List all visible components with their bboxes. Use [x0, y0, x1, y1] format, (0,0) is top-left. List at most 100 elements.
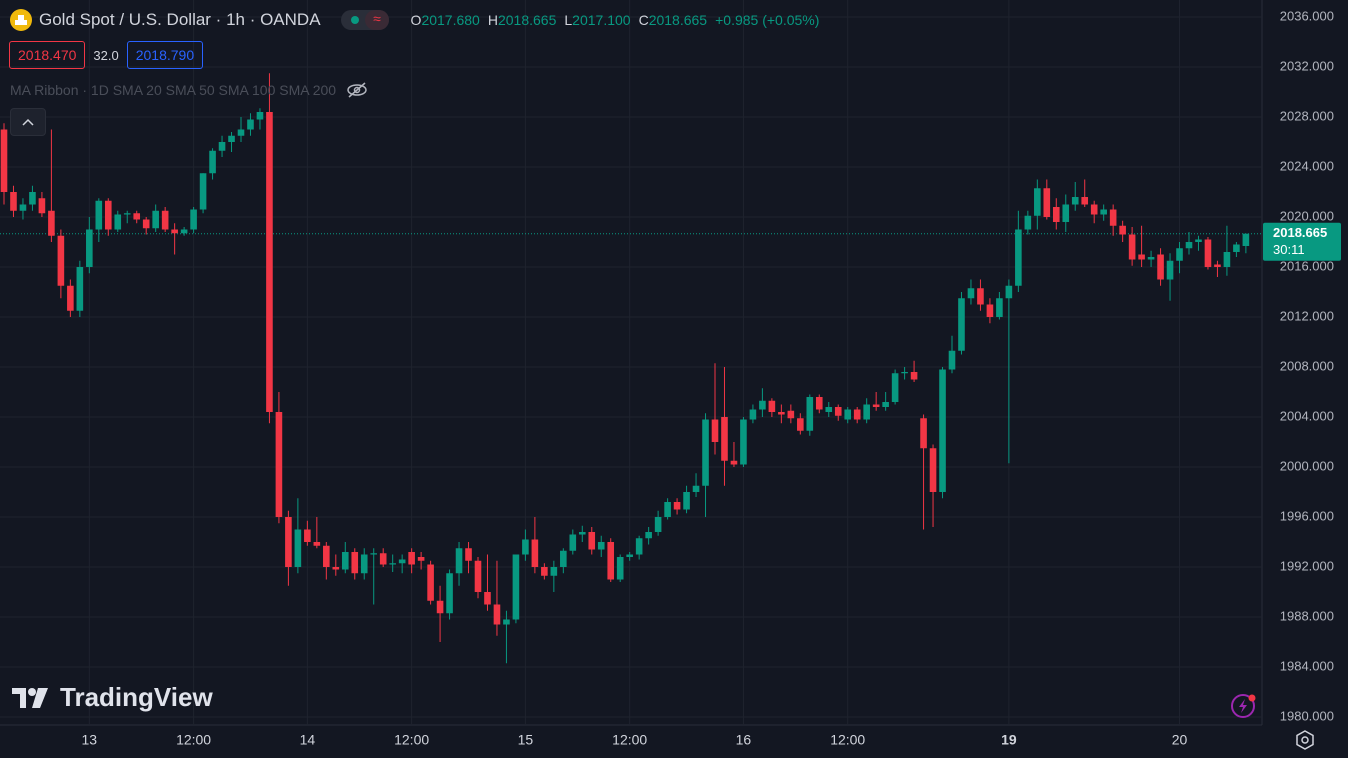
- candle-body: [313, 542, 321, 546]
- ask-button[interactable]: 2018.790: [126, 41, 204, 69]
- candle-body: [654, 517, 662, 532]
- candle-body: [351, 552, 359, 574]
- candle-body: [503, 619, 510, 625]
- candle-body: [645, 532, 652, 539]
- symbol-title[interactable]: Gold Spot / U.S. Dollar · 1h · OANDA: [39, 10, 321, 29]
- candle-body: [38, 198, 46, 214]
- candle-body: [86, 229, 93, 267]
- candle-body: [389, 563, 396, 565]
- candle-body: [853, 409, 861, 420]
- candle-body: [275, 412, 283, 517]
- candle-body: [910, 372, 918, 380]
- candle-body: [341, 552, 349, 570]
- svg-text:≈: ≈: [373, 11, 381, 27]
- candle-body: [815, 397, 823, 410]
- candle-body: [844, 409, 852, 420]
- candle-body: [209, 150, 216, 174]
- candle-body: [1176, 248, 1183, 261]
- watermark-text: TradingView: [60, 682, 213, 712]
- candle-body: [114, 214, 122, 230]
- indicator-row: MA Ribbon · 1D SMA 20 SMA 50 SMA 100 SMA…: [10, 82, 368, 98]
- ohlc-item: L2017.100: [564, 12, 630, 28]
- candle-body: [237, 129, 245, 136]
- y-tick-label: 2020.000: [1280, 208, 1334, 223]
- candle-body: [825, 407, 833, 412]
- candle-body: [522, 539, 529, 555]
- header: Gold Spot / U.S. Dollar · 1h · OANDA ≈ O…: [0, 0, 819, 40]
- y-tick-label: 2032.000: [1280, 58, 1334, 73]
- candle-body: [161, 210, 169, 230]
- candle-body: [740, 419, 747, 465]
- candle-body: [1090, 204, 1098, 215]
- candle-body: [10, 192, 17, 211]
- candle-body: [1166, 260, 1174, 280]
- candle-body: [332, 567, 340, 570]
- candle-body: [29, 192, 36, 205]
- ohlc-value: 2018.665: [648, 12, 708, 28]
- candle-body: [256, 112, 264, 120]
- collapse-button[interactable]: [10, 108, 46, 136]
- candle-body: [901, 372, 908, 374]
- y-tick-label: 1992.000: [1280, 558, 1334, 573]
- ohlc-value: 2017.100: [572, 12, 631, 28]
- candle-body: [1223, 252, 1231, 267]
- bid-button[interactable]: 2018.470: [9, 41, 86, 69]
- candle-body: [948, 350, 956, 370]
- candle-body: [797, 418, 804, 431]
- hide-indicator-icon[interactable]: [346, 82, 368, 98]
- candle-body: [152, 210, 159, 229]
- candle-body: [683, 492, 690, 510]
- candle-body: [891, 373, 899, 402]
- candle-body: [531, 539, 539, 567]
- y-tick-label: 1988.000: [1280, 608, 1334, 623]
- candle-body: [550, 567, 558, 576]
- indicator-label[interactable]: MA Ribbon · 1D SMA 20 SMA 50 SMA 100 SMA…: [10, 82, 337, 98]
- candle-body: [616, 557, 624, 580]
- candle-body: [48, 210, 55, 236]
- candle-body: [958, 298, 965, 351]
- candle-body: [560, 550, 567, 567]
- candle-body: [882, 402, 889, 407]
- y-tick-label: 2016.000: [1280, 258, 1334, 273]
- candle-body: [199, 173, 207, 210]
- candle-body: [1071, 197, 1079, 205]
- candle-body: [597, 542, 605, 550]
- candle-body: [19, 204, 27, 211]
- ohlc-value: 2017.680: [421, 12, 480, 28]
- candle-body: [920, 418, 927, 449]
- candle-body: [446, 573, 453, 614]
- status-icons: ≈: [350, 10, 389, 30]
- alert-icon[interactable]: [1229, 691, 1259, 721]
- ohlc-value: 2018.665: [497, 12, 557, 28]
- candle-body: [379, 553, 387, 565]
- y-tick-label: 2028.000: [1280, 108, 1334, 123]
- x-tick-label: 13: [82, 732, 98, 748]
- x-tick-label: 12:00: [612, 732, 647, 748]
- candle-body: [1119, 225, 1126, 235]
- symbol-icon: [10, 9, 32, 31]
- y-tick-label: 2012.000: [1280, 308, 1334, 323]
- candle-body: [588, 532, 596, 550]
- ohlc-key: H: [487, 12, 498, 28]
- candle-body: [266, 112, 273, 412]
- candle-body: [427, 564, 434, 601]
- market-status[interactable]: ≈: [340, 10, 389, 30]
- candle-body: [1062, 204, 1070, 222]
- x-tick-label: 20: [1172, 732, 1188, 748]
- candle-body: [360, 554, 368, 574]
- settings-icon[interactable]: [1294, 729, 1316, 751]
- candle-body: [57, 235, 65, 286]
- candle-body: [768, 400, 776, 412]
- candle-body: [806, 397, 814, 431]
- ohlc-key: L: [564, 12, 573, 28]
- y-tick-label: 2000.000: [1280, 458, 1334, 473]
- candle-body: [1233, 244, 1240, 252]
- chevron-up: [22, 118, 34, 126]
- x-tick-label: 12:00: [394, 732, 429, 748]
- candle-body: [133, 213, 141, 220]
- candle-body: [977, 288, 984, 305]
- spread: 32.0: [93, 47, 119, 63]
- candle-body: [626, 554, 633, 557]
- candle-body: [408, 552, 415, 565]
